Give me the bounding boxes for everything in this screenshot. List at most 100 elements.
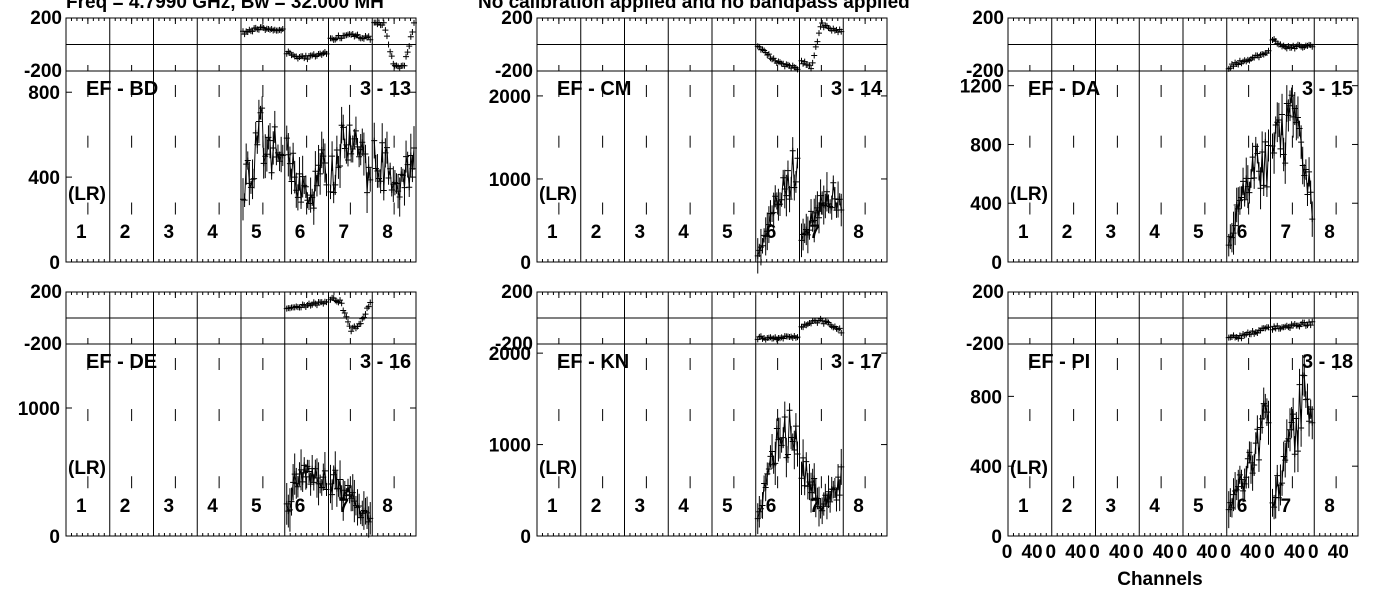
amplitude-series-line — [286, 465, 327, 512]
x-tick-label: 40 — [1065, 542, 1086, 563]
phase-point — [1246, 57, 1253, 64]
phase-point — [320, 50, 327, 57]
phase-point — [407, 33, 414, 40]
baseline-label: EF - KN — [557, 351, 629, 373]
panel-id-label: 3 - 16 — [360, 351, 411, 373]
phase-point — [367, 299, 374, 306]
panel-id-label: 3 - 17 — [831, 351, 882, 373]
polarization-label: (LR) — [1010, 458, 1048, 479]
phase-point — [798, 57, 805, 64]
if-number-label: 8 — [1324, 222, 1335, 243]
if-number-label: 6 — [766, 222, 777, 243]
if-number-label: 2 — [1062, 496, 1073, 517]
phase-point — [808, 65, 815, 72]
phase-point — [365, 33, 372, 40]
if-number-label: 4 — [1149, 496, 1160, 517]
phase-tick-label: 200 — [972, 282, 1004, 303]
header-calibration: No calibration applied and no bandpass a… — [478, 0, 910, 13]
phase-point — [385, 41, 392, 48]
if-number-label: 3 — [164, 496, 175, 517]
amplitude-series-line — [1228, 402, 1269, 510]
phase-point — [1307, 322, 1314, 329]
if-number-label: 4 — [207, 222, 218, 243]
phase-point — [801, 58, 808, 65]
phase-point — [337, 297, 344, 304]
phase-point — [338, 300, 345, 307]
if-number-label: 7 — [339, 496, 350, 517]
phase-point — [344, 318, 351, 325]
phase-point — [323, 50, 330, 57]
amplitude-series-line — [242, 108, 284, 202]
phase-point — [1260, 51, 1267, 58]
phase-tick-label: 200 — [972, 8, 1004, 29]
phase-point — [1230, 63, 1237, 70]
panel-id-label: 3 - 15 — [1302, 78, 1353, 100]
phase-point — [1265, 47, 1272, 54]
phase-point — [1269, 326, 1276, 333]
amplitude-series-line — [1272, 374, 1313, 510]
phase-point — [348, 328, 355, 335]
if-number-label: 6 — [1237, 222, 1248, 243]
phase-point — [293, 303, 300, 310]
phase-point — [838, 28, 845, 35]
phase-point — [313, 302, 320, 309]
phase-point — [794, 334, 801, 341]
phase-tick-label: -200 — [24, 334, 62, 355]
phase-point — [1274, 322, 1281, 329]
phase-point — [268, 26, 275, 33]
phase-point — [387, 48, 394, 55]
if-number-label: 5 — [722, 496, 733, 517]
phase-tick-label: -200 — [966, 334, 1004, 355]
polarization-label: (LR) — [539, 458, 577, 479]
if-number-label: 7 — [1281, 222, 1292, 243]
phase-point — [318, 51, 325, 58]
x-axis-label: Channels — [1117, 569, 1203, 590]
amplitude-series-line — [373, 140, 415, 198]
x-tick-label: 40 — [1328, 542, 1349, 563]
if-number-label: 3 — [1106, 496, 1117, 517]
amplitude-tick-label: 0 — [49, 253, 60, 274]
x-tick-label: 40 — [1196, 542, 1217, 563]
polarization-label: (LR) — [1010, 184, 1048, 205]
phase-point — [362, 311, 369, 318]
if-number-label: 5 — [722, 222, 733, 243]
if-number-label: 2 — [591, 222, 602, 243]
phase-point — [806, 62, 813, 69]
amplitude-series-line — [330, 123, 371, 193]
phase-point — [1241, 332, 1248, 339]
amplitude-series-line — [330, 470, 371, 524]
if-number-label: 7 — [1281, 496, 1292, 517]
phase-tick-label: -200 — [966, 61, 1004, 82]
phase-point — [332, 36, 339, 43]
if-number-label: 8 — [853, 222, 864, 243]
phase-point — [1286, 324, 1293, 331]
panel-id-label: 3 - 13 — [360, 78, 411, 100]
phase-point — [838, 329, 845, 336]
x-tick-label: 40 — [1021, 542, 1042, 563]
x-tick-label: 0 — [1089, 542, 1100, 563]
phase-point — [279, 26, 286, 33]
amplitude-tick-label: 0 — [991, 253, 1002, 274]
amplitude-tick-label: 800 — [28, 83, 60, 104]
polarization-label: (LR) — [68, 184, 106, 205]
baseline-label: EF - BD — [86, 78, 158, 100]
phase-point — [276, 26, 283, 33]
phase-point — [1265, 324, 1272, 331]
polarization-label: (LR) — [539, 184, 577, 205]
phase-point — [1285, 324, 1292, 331]
header-frequency: Freq = 4.7990 GHz, Bw = 32.000 MH — [66, 0, 384, 13]
phase-point — [804, 321, 811, 328]
if-number-label: 5 — [251, 222, 262, 243]
phase-point — [765, 51, 772, 58]
baseline-label: EF - CM — [557, 78, 631, 100]
if-number-label: 4 — [678, 496, 689, 517]
if-number-label: 6 — [295, 496, 306, 517]
polarization-label: (LR) — [68, 458, 106, 479]
phase-point — [406, 43, 413, 50]
amplitude-tick-label: 1000 — [489, 436, 531, 457]
if-number-label: 4 — [207, 496, 218, 517]
phase-point — [380, 19, 387, 26]
